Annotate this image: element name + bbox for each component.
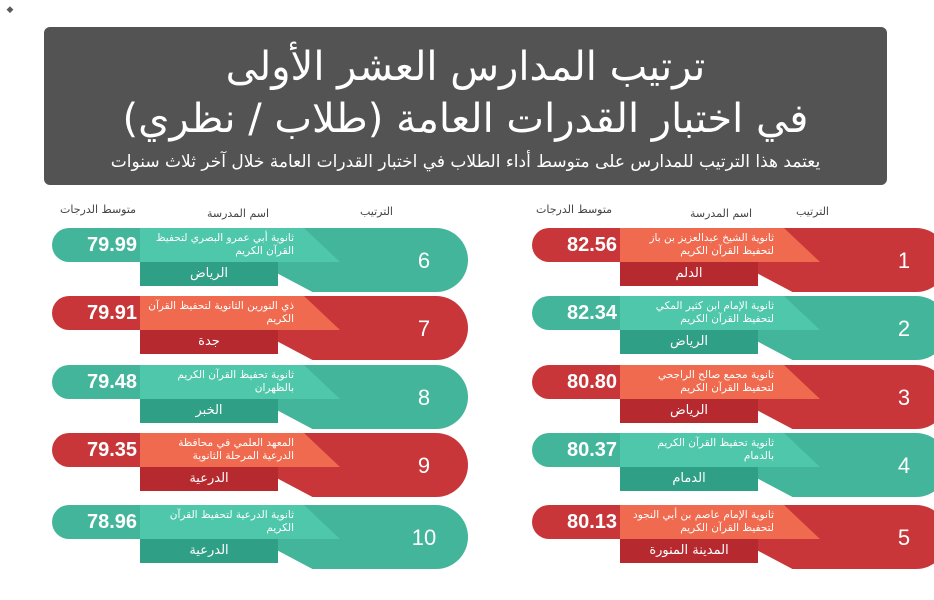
ranking-row: 4 80.37 ثانوية تحفيظ القرآن الكريم بالدمام… — [532, 433, 934, 497]
school-name: ثانوية الشيخ عبدالعزيز بن باز لتحفيظ الق… — [620, 228, 820, 262]
rank-number: 5 — [897, 525, 911, 550]
page-title-line2: في اختبار القدرات العامة (طلاب / نظري) — [122, 96, 809, 142]
score-column-header: متوسط الدرجات — [536, 203, 613, 216]
ranking-row: 1 82.56 ثانوية الشيخ عبدالعزيز بن باز لتحف… — [532, 228, 934, 292]
rank-number: 1 — [897, 248, 911, 273]
header-banner: ترتيب المدارس العشر الأولى في اختبار الق… — [44, 27, 887, 185]
ranking-row: 3 80.80 ثانوية مجمع صالح الراجحي لتحفيظ ال… — [532, 365, 934, 429]
city-label: الدرعية — [140, 467, 278, 491]
corner-logo-icon: ◆ — [6, 5, 14, 15]
school-name: المعهد العلمي في محافظة الدرعية المرحلة … — [140, 433, 340, 467]
rank-number: 2 — [897, 316, 911, 341]
score-column-header: متوسط الدرجات — [60, 203, 137, 216]
city-label: الرياض — [620, 399, 758, 423]
ranking-row: 6 79.99 ثانوية أبي عمرو البصري لتحفيظ القر… — [52, 228, 468, 292]
rank-column-header: الترتيب — [796, 205, 829, 218]
rank-number: 10 — [411, 525, 437, 550]
city-label: الرياض — [620, 330, 758, 354]
page-title: ترتيب المدارس العشر الأولى — [225, 44, 706, 90]
rank-number: 9 — [417, 453, 431, 478]
school-column-header: اسم المدرسة — [690, 207, 753, 220]
school-name: ذي النورين الثانوية لتحفيظ القرآن الكريم — [140, 296, 340, 330]
school-name: ثانوية أبي عمرو البصري لتحفيظ القرآن الك… — [140, 228, 340, 262]
school-name: ثانوية مجمع صالح الراجحي لتحفيظ القرآن ا… — [620, 365, 820, 399]
city-label: الدرعية — [140, 539, 278, 563]
school-name: ثانوية تحفيظ القرآن الكريم بالدمام — [620, 433, 820, 467]
ranking-row: 10 78.96 ثانوية الدرعية لتحفيظ القرآن الكر… — [52, 505, 468, 569]
rank-number: 6 — [417, 248, 431, 273]
ranking-row: 7 79.91 ذي النورين الثانوية لتحفيظ القرآن … — [52, 296, 468, 360]
school-name: ثانوية الإمام ابن كثير المكي لتحفيظ القر… — [620, 296, 820, 330]
rank-number: 4 — [897, 453, 911, 478]
city-label: الخبر — [140, 399, 278, 423]
page-subtitle: يعتمد هذا الترتيب للمدارس على متوسط أداء… — [110, 152, 821, 172]
school-name: ثانوية الإمام عاصم بن أبي النجود لتحفيظ … — [620, 505, 820, 539]
school-name: ثانوية الدرعية لتحفيظ القرآن الكريم — [140, 505, 340, 539]
ranking-row: 5 80.13 ثانوية الإمام عاصم بن أبي النجود ل… — [532, 505, 934, 569]
school-name: ثانوية تحفيظ القرآن الكريم بالظهران — [140, 365, 340, 399]
school-column-header: اسم المدرسة — [207, 207, 270, 220]
rank-number: 7 — [417, 316, 431, 341]
city-label: المدينة المنورة — [620, 539, 758, 563]
city-label: الدلم — [620, 262, 758, 286]
city-label: جدة — [140, 330, 278, 354]
city-label: الرياض — [140, 262, 278, 286]
ranking-row: 2 82.34 ثانوية الإمام ابن كثير المكي لتحفي… — [532, 296, 934, 360]
rank-column-header: الترتيب — [360, 205, 393, 218]
ranking-row: 9 79.35 المعهد العلمي في محافظة الدرعية ال… — [52, 433, 468, 497]
rank-number: 8 — [417, 385, 431, 410]
rank-number: 3 — [897, 385, 911, 410]
city-label: الدمام — [620, 467, 758, 491]
ranking-row: 8 79.48 ثانوية تحفيظ القرآن الكريم بالظهرا… — [52, 365, 468, 429]
